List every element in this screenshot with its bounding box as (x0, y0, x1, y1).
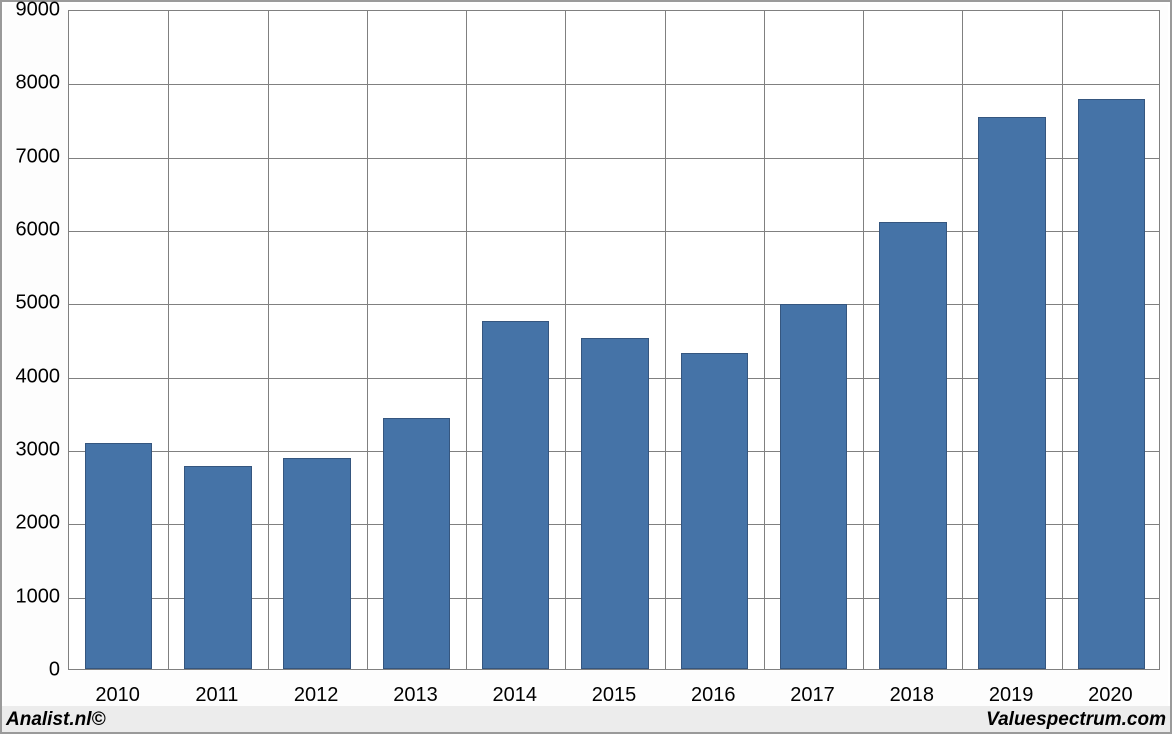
x-tick-label: 2010 (95, 684, 140, 707)
gridline-vertical (962, 11, 963, 669)
bar (184, 466, 252, 669)
x-tick-label: 2016 (691, 684, 736, 707)
x-tick-label: 2019 (989, 684, 1034, 707)
bar (978, 117, 1046, 669)
bar (879, 222, 947, 669)
gridline-vertical (665, 11, 666, 669)
x-tick-label: 2017 (790, 684, 835, 707)
y-tick-label: 1000 (2, 585, 60, 608)
chart-frame: 0 1000 2000 3000 4000 5000 6000 7000 8000 9000 20… (0, 0, 1172, 734)
gridline-vertical (1062, 11, 1063, 669)
bar (1078, 99, 1146, 669)
x-tick-label: 2015 (592, 684, 637, 707)
x-tick-label: 2014 (492, 684, 537, 707)
footer-credit-left: Analist.nl© (6, 709, 106, 731)
gridline-vertical (168, 11, 169, 669)
x-tick-label: 2011 (195, 684, 238, 707)
bar (383, 418, 451, 669)
bar (681, 353, 749, 669)
bar (482, 321, 550, 669)
y-tick-label: 4000 (2, 365, 60, 388)
gridline-vertical (466, 11, 467, 669)
y-tick-label: 2000 (2, 512, 60, 535)
y-tick-label: 0 (2, 659, 60, 682)
y-tick-label: 8000 (2, 72, 60, 95)
bar (283, 458, 351, 669)
y-tick-label: 9000 (2, 0, 60, 22)
gridline-vertical (268, 11, 269, 669)
gridline-vertical (863, 11, 864, 669)
y-tick-label: 6000 (2, 219, 60, 242)
gridline-horizontal (69, 84, 1159, 85)
x-tick-label: 2018 (890, 684, 935, 707)
y-tick-label: 5000 (2, 292, 60, 315)
y-tick-label: 7000 (2, 145, 60, 168)
gridline-vertical (367, 11, 368, 669)
y-tick-label: 3000 (2, 439, 60, 462)
bar (85, 443, 153, 669)
gridline-vertical (565, 11, 566, 669)
x-tick-label: 2020 (1088, 684, 1133, 707)
x-tick-label: 2012 (294, 684, 339, 707)
bar (780, 304, 848, 669)
x-tick-label: 2013 (393, 684, 438, 707)
plot-area (68, 10, 1160, 670)
gridline-vertical (764, 11, 765, 669)
footer-credit-right: Valuespectrum.com (986, 709, 1166, 731)
bar (581, 338, 649, 669)
